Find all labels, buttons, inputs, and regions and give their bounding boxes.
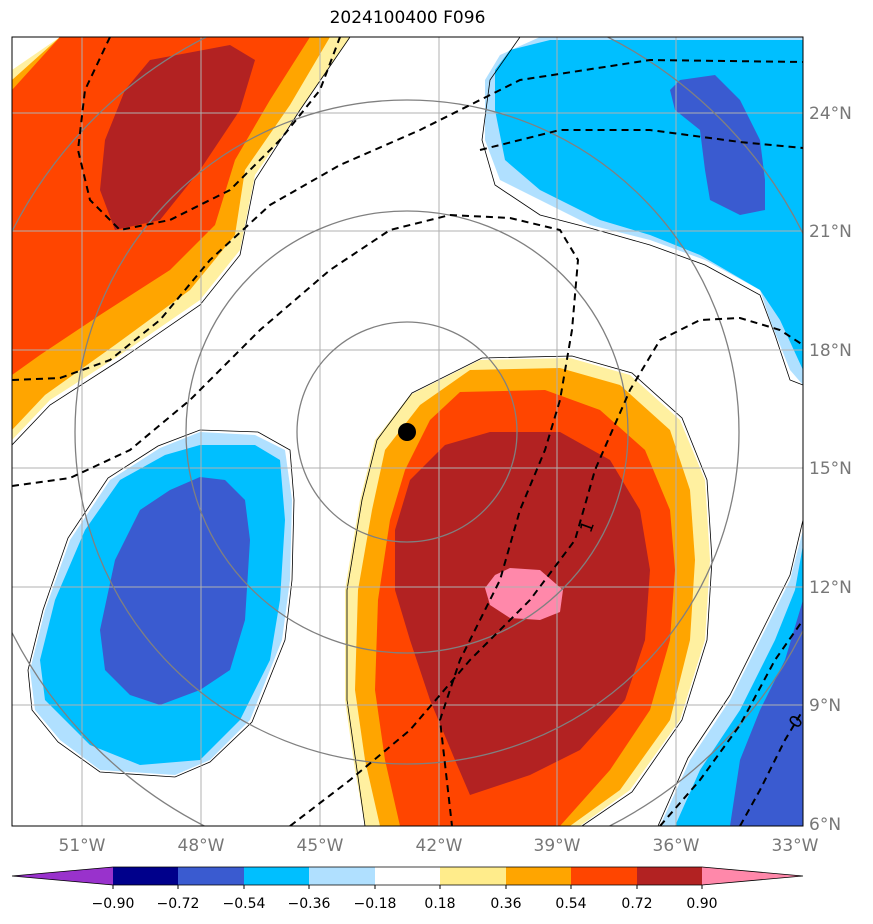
colorbar-tick-label: −0.54	[223, 896, 266, 912]
map-panel: 1 0	[12, 37, 803, 826]
storm-center-dot	[398, 423, 416, 441]
colorbar-extend-high	[702, 867, 803, 885]
colorbar-tick-label: 0.72	[621, 896, 652, 912]
colorbar-tick-label: 0.90	[686, 896, 717, 912]
range-rings	[12, 37, 803, 826]
colorbar: −0.90 −0.72 −0.54 −0.36 −0.18 0.18 0.36 …	[11, 866, 804, 912]
lat-label-18n: 18°N	[809, 341, 852, 361]
longitude-labels: 51°W 48°W 45°W 42°W 39°W 36°W 33°W	[59, 836, 819, 856]
map-title: 2024100400 F096	[329, 8, 486, 28]
colorbar-extend-low	[12, 867, 113, 885]
colorbar-tick-label: −0.18	[354, 896, 397, 912]
lat-label-6n: 6°N	[809, 815, 841, 835]
lon-label-51w: 51°W	[59, 836, 106, 856]
lon-label-39w: 39°W	[534, 836, 581, 856]
colorbar-tick-label: −0.72	[157, 896, 200, 912]
negative-anomaly-southeast	[660, 530, 803, 826]
lat-label-24n: 24°N	[809, 104, 852, 124]
colorbar-tick-label: 0.18	[424, 896, 455, 912]
lat-label-9n: 9°N	[809, 696, 841, 716]
negative-anomaly-west	[30, 432, 292, 775]
lon-label-48w: 48°W	[178, 836, 225, 856]
positive-anomaly-northwest	[12, 37, 350, 440]
lat-label-15n: 15°N	[809, 459, 852, 479]
lon-label-33w: 33°W	[772, 836, 819, 856]
positive-anomaly-center	[345, 358, 710, 826]
lat-label-21n: 21°N	[809, 222, 852, 242]
colorbar-tick-label: −0.90	[92, 896, 135, 912]
lat-label-12n: 12°N	[809, 578, 852, 598]
lon-label-36w: 36°W	[653, 836, 700, 856]
map-frame	[11, 36, 804, 827]
lon-label-42w: 42°W	[416, 836, 463, 856]
dashed-contours	[12, 37, 803, 826]
lon-label-45w: 45°W	[297, 836, 344, 856]
colorbar-tick-label: 0.36	[490, 896, 521, 912]
colorbar-tick-label: 0.54	[555, 896, 586, 912]
latitude-labels: 24°N 21°N 18°N 15°N 12°N 9°N 6°N	[809, 104, 852, 835]
graticule	[12, 37, 803, 826]
colorbar-tick-label: −0.36	[288, 896, 331, 912]
zero-line-contours	[12, 37, 803, 826]
